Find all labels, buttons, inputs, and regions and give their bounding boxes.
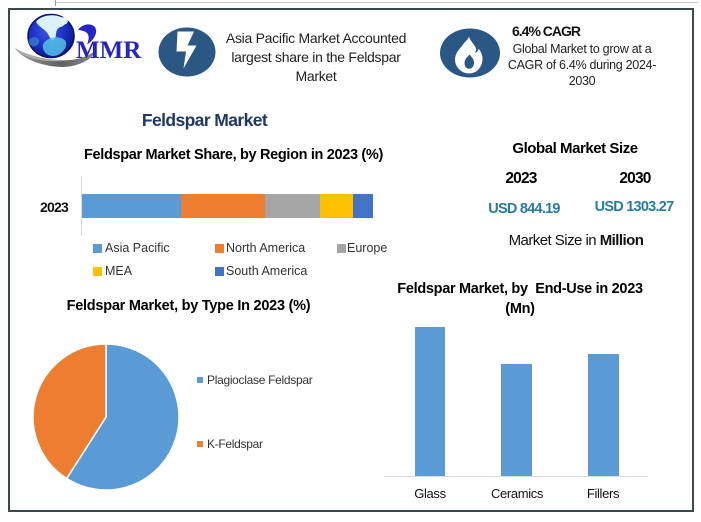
svg-text:MMR: MMR: [76, 37, 142, 64]
